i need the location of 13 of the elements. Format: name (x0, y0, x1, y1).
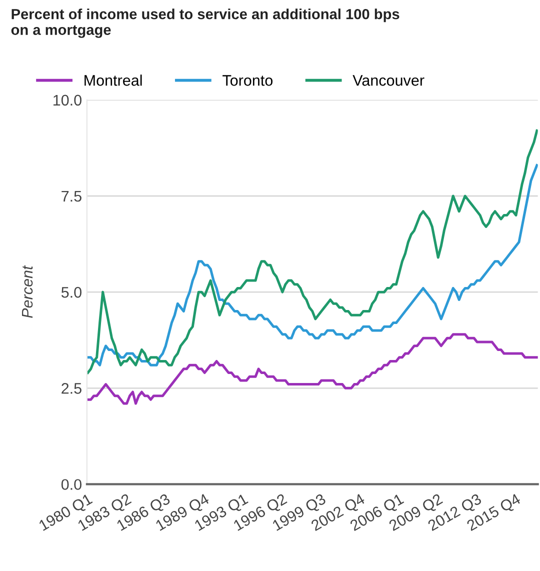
line-series (86, 164, 538, 366)
y-axis-title: Percent (22, 265, 33, 318)
chart-title: Percent of income used to service an additional 100 bps on a mortgage (11, 8, 400, 38)
line-series (86, 333, 538, 405)
legend-label: Montreal (84, 74, 142, 86)
legend-label: Toronto (222, 75, 273, 86)
y-tick-label: 2.5 (62, 383, 82, 394)
y-tick-label: 0.0 (61, 479, 82, 490)
line-series (86, 129, 538, 374)
y-tick-label: 10.0 (54, 94, 82, 106)
y-tick-label: 7.5 (62, 191, 82, 202)
legend-label: Vancouver (352, 75, 424, 86)
y-tick-label: 5.0 (61, 286, 82, 298)
